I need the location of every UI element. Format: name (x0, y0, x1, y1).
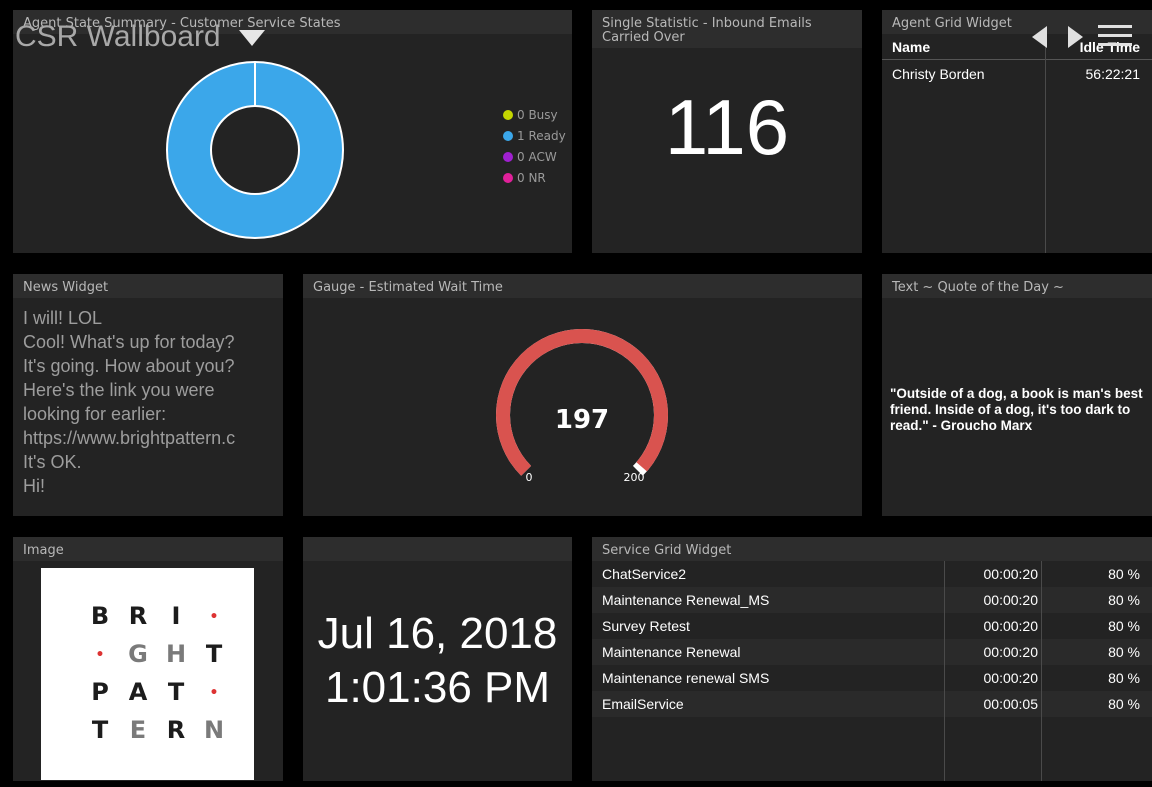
clock-date: Jul 16, 2018 (317, 609, 558, 658)
widget-title: Gauge - Estimated Wait Time (303, 274, 862, 298)
service-grid-widget: Service Grid Widget ChatService2 00:00:20… (592, 537, 1152, 781)
widget-title: Agent Grid Widget (882, 10, 1152, 34)
gauge-min-label: 0 (526, 471, 533, 484)
table-row[interactable]: Maintenance renewal SMS 00:00:20 80 % (602, 670, 1140, 686)
gauge-fill (496, 329, 668, 476)
table-row[interactable]: Maintenance Renewal_MS 00:00:20 80 % (592, 587, 1152, 613)
news-line: Here's the link you were (23, 380, 215, 400)
clock-widget: Jul 16, 2018 1:01:36 PM (303, 537, 572, 781)
gauge-track (496, 329, 668, 476)
gauge: 197 0 200 (496, 329, 668, 484)
table-row[interactable]: Survey Retest 00:00:20 80 % (602, 618, 1140, 634)
news-line[interactable]: https://www.brightpattern.c (23, 428, 236, 448)
agent-grid-widget: Agent Grid Widget Name Idle Time Christy… (882, 10, 1152, 253)
widget-title: Single Statistic - Inbound Emails Carrie… (592, 10, 862, 48)
widget-title: News Widget (13, 274, 283, 298)
gauge-value: 197 (555, 405, 609, 435)
news-line: looking for earlier: (23, 404, 167, 424)
legend-item: 0 NR (503, 167, 566, 188)
gauge-widget: Gauge - Estimated Wait Time 197 0 200 (303, 274, 862, 516)
news-line: It's going. How about you? (23, 356, 235, 376)
prev-icon[interactable] (1032, 26, 1047, 48)
legend-item: 1 Ready (503, 125, 566, 146)
widget-title: Text ~ Quote of the Day ~ (882, 274, 1152, 298)
news-line: It's OK. (23, 452, 82, 472)
widget-title: Image (13, 537, 283, 561)
page-title: CSR Wallboard (15, 20, 221, 53)
widget-title (303, 537, 572, 561)
table-row[interactable]: Christy Borden 56:22:21 (882, 61, 1152, 87)
news-widget: News Widget I will! LOL Cool! What's up … (13, 274, 283, 516)
news-line: I will! LOL (23, 308, 103, 328)
news-feed: I will! LOL Cool! What's up for today? I… (13, 298, 283, 506)
quote-widget: Text ~ Quote of the Day ~ "Outside of a … (882, 274, 1152, 516)
table-row[interactable]: ChatService2 00:00:20 80 % (602, 566, 1140, 582)
agent-name: Christy Borden (892, 66, 985, 82)
news-line: Hi! (23, 476, 45, 496)
chevron-down-icon[interactable] (239, 30, 265, 46)
table-row[interactable]: EmailService 00:00:05 80 % (592, 691, 1152, 717)
quote-text: "Outside of a dog, a book is man's best … (890, 386, 1143, 433)
legend-item: 0 Busy (503, 104, 566, 125)
column-header-name[interactable]: Name (892, 39, 931, 55)
table-row[interactable]: Maintenance Renewal 00:00:20 80 % (592, 639, 1152, 665)
agent-state-widget: Agent State Summary - Customer Service S… (13, 10, 572, 253)
next-icon[interactable] (1068, 26, 1083, 48)
gauge-max-label: 200 (624, 471, 645, 484)
donut-chart (166, 61, 344, 239)
widget-title: Service Grid Widget (592, 537, 1152, 561)
column-divider (944, 561, 945, 781)
clock-time: 1:01:36 PM (324, 663, 551, 712)
chart-legend: 0 Busy 1 Ready 0 ACW 0 NR (503, 104, 566, 188)
legend-item: 0 ACW (503, 146, 566, 167)
widget-title: Agent State Summary - Customer Service S… (13, 10, 572, 34)
single-stat-widget: Single Statistic - Inbound Emails Carrie… (592, 10, 862, 253)
menu-icon[interactable] (1098, 25, 1132, 47)
stat-value: 116 (664, 83, 790, 171)
news-line: Cool! What's up for today? (23, 332, 235, 352)
column-divider (1041, 561, 1042, 781)
agent-idle-time: 56:22:21 (1085, 66, 1141, 82)
column-divider (1045, 34, 1046, 253)
